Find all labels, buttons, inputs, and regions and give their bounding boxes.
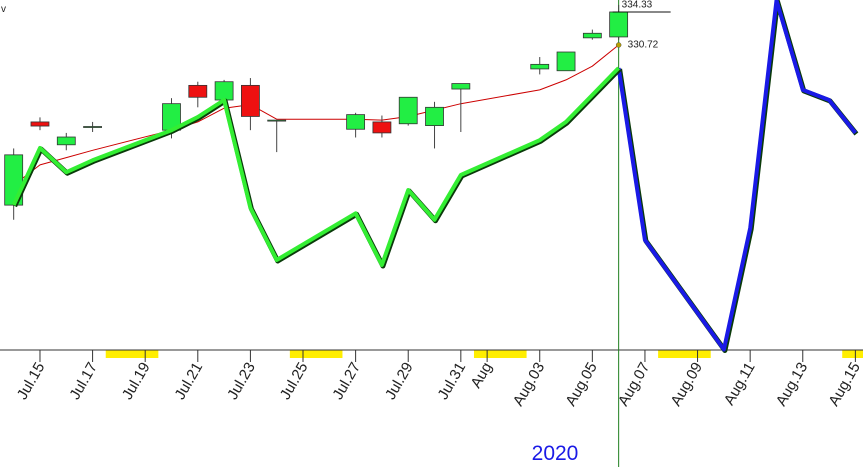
line — [616, 0, 857, 352]
x-tick-label: Aug.07 — [615, 360, 653, 410]
candle-body — [398, 96, 418, 125]
x-tick-label: Aug.13 — [773, 360, 811, 410]
candle-body — [346, 114, 366, 130]
weekend-band — [658, 350, 711, 358]
corner-mark: v — [1, 4, 6, 15]
x-tick-label: Jul.15 — [14, 360, 49, 403]
weekend-band — [473, 350, 527, 358]
candle-body — [425, 106, 444, 126]
x-tick-label: Aug.09 — [668, 360, 706, 410]
x-tick-label: Aug.03 — [510, 360, 548, 410]
candle-body — [56, 136, 76, 146]
x-tick-label: Jul.27 — [329, 360, 364, 403]
line — [11, 66, 621, 267]
candle-body — [267, 119, 287, 122]
candle-body — [372, 121, 392, 134]
x-tick-label: Jul.25 — [277, 360, 312, 403]
x-tick-label: Jul.23 — [224, 360, 259, 403]
candle-body — [30, 121, 50, 127]
price-label: 330.72 — [628, 40, 659, 51]
price-label: 334.33 — [622, 0, 653, 11]
weekend-band — [105, 350, 159, 358]
weekend-band — [842, 350, 863, 358]
x-tick-label: Jul.19 — [119, 360, 154, 403]
x-axis-label: 2020 — [532, 442, 579, 465]
candle-body — [188, 84, 208, 98]
candle-body — [451, 83, 471, 90]
x-tick-label: Jul.29 — [382, 360, 417, 403]
x-tick-label: Aug.15 — [825, 360, 863, 410]
line-shadow — [617, 0, 859, 353]
x-tick-label: Aug.05 — [562, 360, 600, 410]
x-tick-label: Jul.31 — [435, 360, 470, 403]
line — [13, 44, 619, 186]
x-tick-label: Jul.21 — [172, 360, 207, 403]
weekend-band — [289, 350, 343, 358]
candle-body — [241, 84, 260, 117]
x-tick-label: Jul.17 — [66, 360, 101, 403]
candle-body — [83, 126, 102, 128]
candle-body — [556, 51, 576, 72]
x-tick-label: Aug.11 — [721, 360, 759, 409]
candle-body — [582, 32, 602, 39]
x-tick-label: Aug — [468, 360, 496, 392]
price-dot — [615, 42, 622, 48]
candle-body — [609, 11, 629, 38]
candle-body — [214, 81, 234, 101]
candle-body — [530, 63, 550, 70]
